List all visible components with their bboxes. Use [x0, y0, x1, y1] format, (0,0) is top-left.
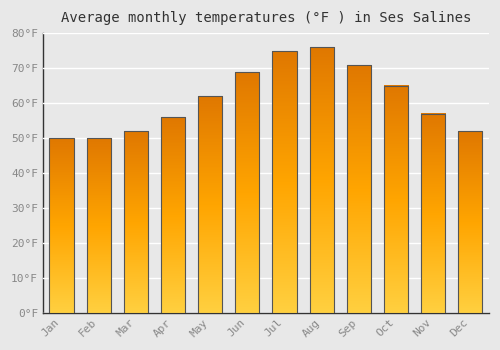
Bar — [458, 131, 482, 313]
Bar — [272, 51, 296, 313]
Bar — [161, 117, 185, 313]
Title: Average monthly temperatures (°F ) in Ses Salines: Average monthly temperatures (°F ) in Se… — [60, 11, 471, 25]
Bar — [384, 86, 408, 313]
Bar — [86, 138, 111, 313]
Bar — [310, 47, 334, 313]
Bar — [124, 131, 148, 313]
Bar — [236, 72, 260, 313]
Bar — [50, 138, 74, 313]
Bar — [421, 113, 445, 313]
Bar — [198, 96, 222, 313]
Bar — [347, 65, 371, 313]
